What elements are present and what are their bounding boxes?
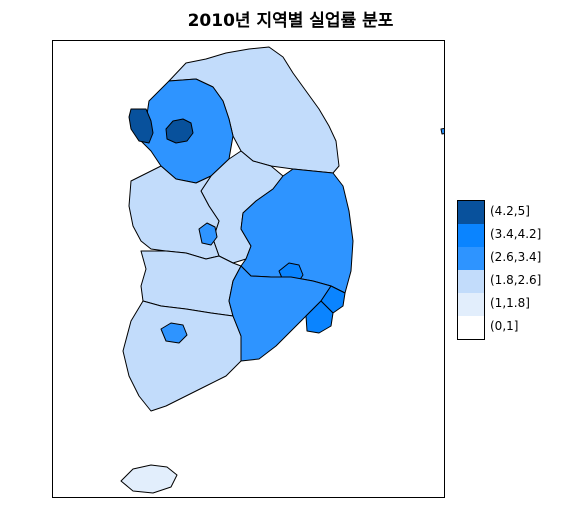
- legend-label: (1,1.8]: [490, 296, 530, 310]
- legend-label: (4.2,5]: [490, 204, 530, 218]
- region-chungnam[interactable]: [128, 165, 220, 260]
- map-title: 2010년 지역별 실업률 분포: [187, 11, 394, 31]
- region-gwangju[interactable]: [160, 322, 188, 344]
- region-jeju[interactable]: [120, 464, 178, 494]
- choropleth-map: [120, 46, 444, 494]
- region-busan[interactable]: [305, 300, 334, 334]
- legend-label: (3.4,4.2]: [490, 227, 542, 241]
- legend-labels: (4.2,5] (3.4,4.2] (2.6,3.4] (1.8,2.6] (1,1.8…: [490, 200, 541, 338]
- legend-swatches: [457, 200, 485, 340]
- legend-swatch: [458, 293, 484, 316]
- map-frame: [52, 40, 445, 498]
- region-daejeon[interactable]: [198, 222, 218, 246]
- region-jeonnam[interactable]: [122, 300, 242, 412]
- region-seoul[interactable]: [165, 118, 194, 144]
- region-incheon[interactable]: [128, 108, 154, 144]
- map-legend: (4.2,5] (3.4,4.2] (2.6,3.4] (1.8,2.6] (1,1.8…: [457, 200, 541, 340]
- region-ulsan[interactable]: [320, 285, 346, 314]
- legend-swatch: [458, 247, 484, 270]
- legend-swatch: [458, 224, 484, 247]
- region-gyeongbuk[interactable]: [240, 168, 354, 294]
- legend-label: (2.6,3.4]: [490, 250, 542, 264]
- legend-swatch: [458, 201, 484, 224]
- legend-swatch: [458, 316, 484, 339]
- legend-swatch: [458, 270, 484, 293]
- legend-label: (0,1]: [490, 319, 519, 333]
- legend-label: (1.8,2.6]: [490, 273, 542, 287]
- region-ulleung: [440, 127, 444, 135]
